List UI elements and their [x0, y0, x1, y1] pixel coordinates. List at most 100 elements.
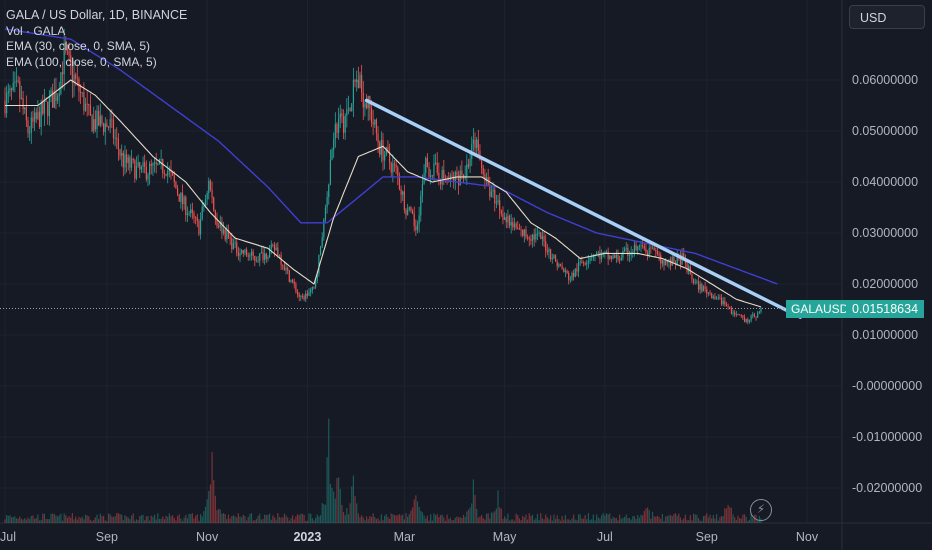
candle-body: [176, 188, 179, 195]
volume-bar: [94, 517, 96, 523]
candle-body: [306, 293, 308, 296]
volume-bar: [402, 514, 404, 523]
candle-body: [403, 191, 405, 210]
volume-bar: [464, 516, 466, 523]
volume-bar: [334, 498, 336, 523]
symbol-title[interactable]: GALA / US Dollar, 1D, BINANCE: [6, 8, 188, 22]
candle-body: [658, 254, 660, 256]
volume-bar: [418, 507, 420, 523]
volume-bar: [175, 520, 177, 523]
volume-bar: [53, 513, 55, 523]
currency-selector-button[interactable]: USD: [849, 5, 925, 29]
volume-bar: [706, 513, 708, 523]
candle-body: [288, 270, 290, 282]
volume-bar: [584, 515, 586, 523]
volume-bar: [273, 517, 276, 523]
candle-body: [604, 251, 606, 253]
candle-body: [211, 189, 213, 198]
volume-bar: [292, 515, 294, 523]
trendline-drawing[interactable]: [364, 98, 803, 319]
ema100-indicator-label[interactable]: EMA (100, close, 0, SMA, 5): [6, 54, 157, 69]
candle-body: [533, 234, 535, 240]
volume-bar: [476, 508, 478, 523]
volume-bar: [56, 516, 59, 523]
candle-body: [292, 280, 294, 282]
volume-bar: [540, 513, 542, 523]
volume-bar: [696, 514, 698, 523]
volume-bar: [604, 515, 606, 523]
volume-bar: [694, 514, 696, 523]
volume-bar: [351, 486, 353, 523]
volume-bar: [415, 495, 417, 523]
volume-bar: [413, 499, 415, 523]
volume-bar: [147, 515, 149, 523]
volume-bar: [48, 519, 50, 523]
candle-body: [310, 290, 312, 293]
volume-bar: [431, 520, 433, 523]
volume-bar: [734, 517, 736, 523]
volume-bar: [338, 477, 340, 523]
volume-bar: [660, 519, 662, 523]
candle-body: [443, 170, 445, 179]
volume-bar: [27, 517, 29, 523]
candle-body: [420, 195, 422, 216]
candle-body: [257, 260, 259, 262]
volume-indicator-label[interactable]: Vol · GALA: [6, 23, 66, 38]
volume-bar: [669, 514, 672, 523]
candle-body: [632, 252, 634, 254]
volume-bar: [477, 517, 479, 523]
candle-body: [219, 221, 221, 228]
lightning-icon[interactable]: ⚡: [750, 499, 772, 521]
volume-bar: [122, 520, 124, 523]
volume-bar: [638, 517, 640, 523]
volume-bar: [573, 514, 575, 523]
volume-bar: [543, 519, 545, 523]
candle-body: [222, 229, 225, 234]
candle-body: [121, 152, 123, 156]
candle-body: [716, 298, 718, 300]
time-tick-label: Sep: [695, 530, 718, 544]
candle-body: [706, 288, 708, 294]
time-tick-label: Nov: [196, 530, 219, 544]
volume-bar: [257, 516, 259, 523]
candle-body: [622, 251, 624, 258]
candle-body: [83, 92, 85, 111]
candle-body: [165, 174, 167, 176]
candle-body: [586, 262, 588, 265]
volume-bar: [666, 516, 668, 523]
volume-bar: [185, 514, 187, 523]
ema30-indicator-label[interactable]: EMA (30, close, 0, SMA, 5): [6, 39, 151, 53]
price-tick-label: 0.05000000: [852, 124, 919, 138]
volume-bar: [117, 513, 119, 523]
candle-body: [111, 119, 113, 121]
volume-bar: [392, 514, 394, 523]
candle-body: [494, 189, 496, 204]
volume-bar: [428, 520, 430, 523]
volume-bar: [109, 514, 111, 523]
candle-body: [181, 192, 184, 205]
candle-body: [628, 255, 631, 257]
candle-body: [566, 270, 568, 273]
candle-body: [579, 261, 581, 263]
candle-body: [538, 232, 540, 234]
volume-bar: [651, 511, 654, 523]
candle-body: [375, 119, 378, 134]
candle-body: [264, 253, 266, 261]
candle-body: [739, 314, 741, 316]
price-tick-label: -0.00000000: [852, 379, 923, 393]
candle-body: [175, 181, 177, 189]
volume-bar: [254, 520, 256, 523]
volume-bar: [362, 517, 364, 523]
volume-bar: [372, 513, 374, 523]
volume-bar: [244, 516, 246, 523]
volume-bar: [50, 513, 52, 523]
candle-body: [400, 189, 402, 195]
volume-bar: [106, 520, 108, 523]
volume-bar: [196, 514, 198, 523]
candle-body: [144, 162, 146, 167]
volume-bar: [681, 519, 683, 523]
candle-body: [282, 264, 284, 267]
volume-bar: [7, 515, 9, 523]
volume-bar: [47, 519, 49, 523]
